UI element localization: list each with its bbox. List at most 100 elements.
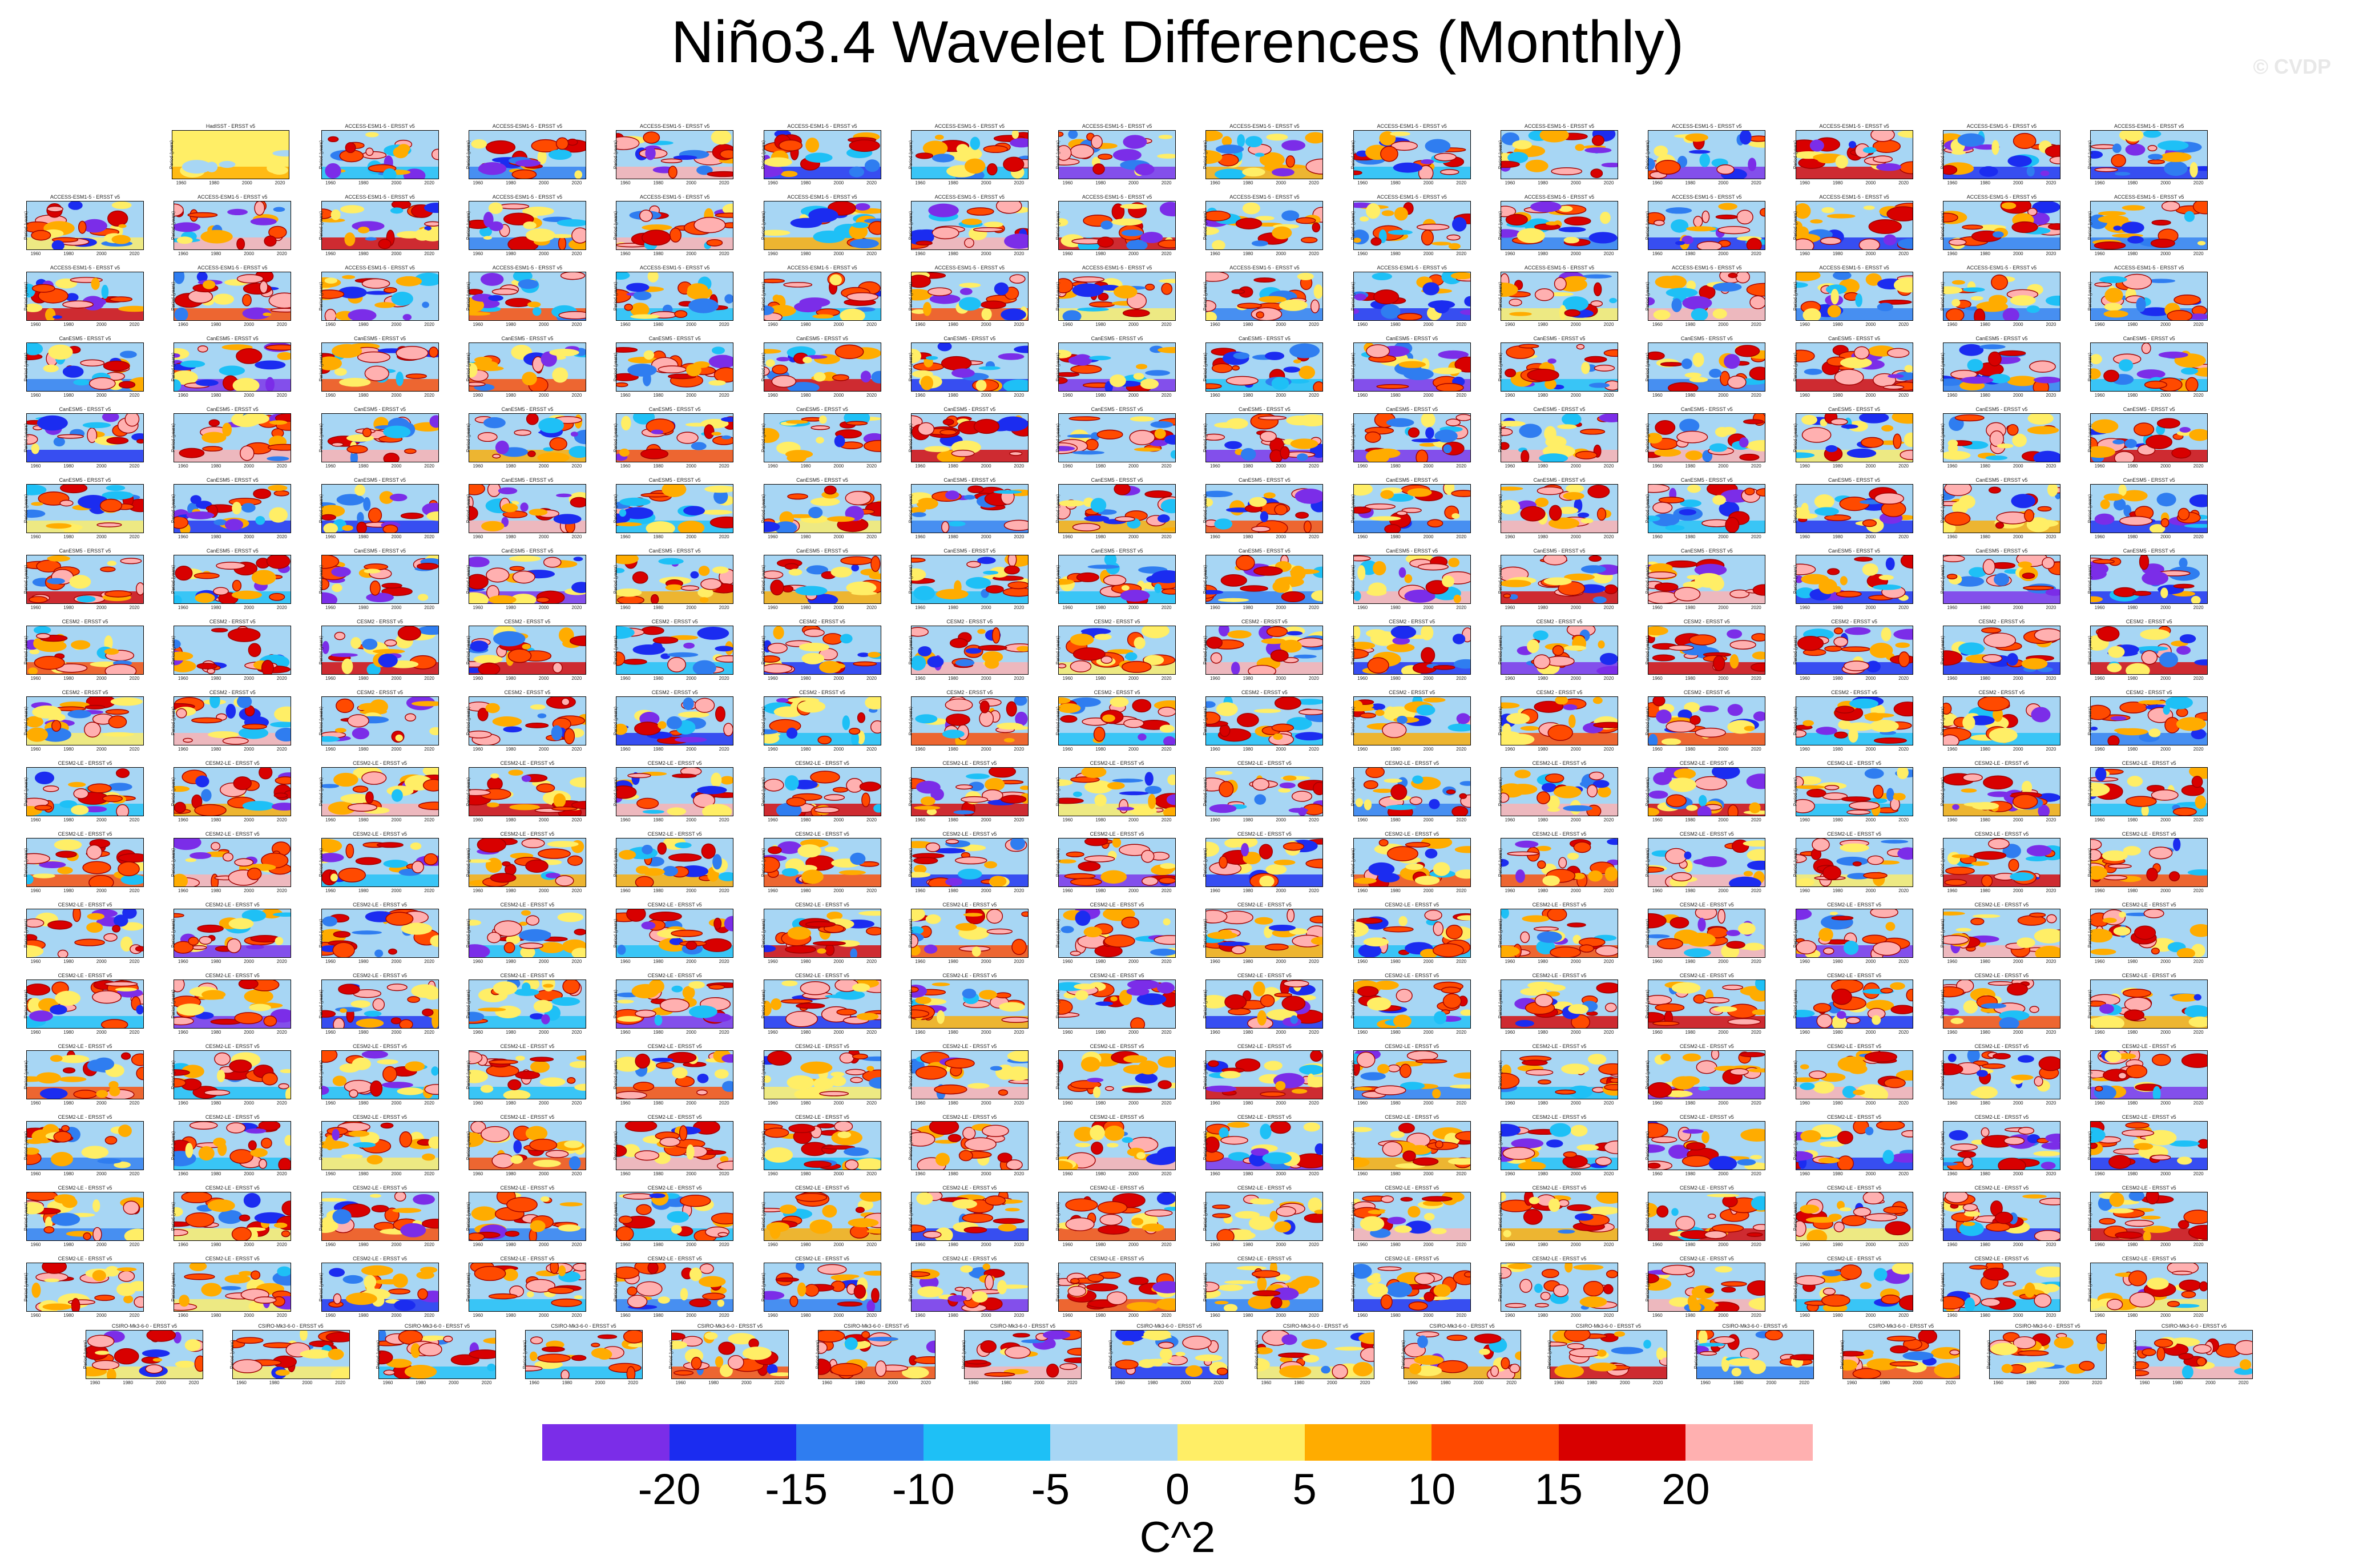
power-contour (330, 209, 341, 220)
power-contour (321, 289, 344, 299)
wavelet-panel: CESM2 - ERSST v5 Period (years) 1960 1980 20… (466, 619, 586, 681)
power-contour (2115, 172, 2131, 176)
wavelet-field (1058, 696, 1176, 745)
panel-ylabel: Period (years) (1203, 352, 1208, 382)
panel-xtick-label: 2020 (1751, 747, 1761, 752)
wavelet-panel: CanESM5 - ERSST v5 Period (years) 1960 1980… (908, 477, 1029, 539)
wavelet-panel: ACCESS-ESM1-5 - ERSST v5 Period (years) 19… (613, 123, 734, 186)
panel-xtick-label: 1960 (473, 322, 483, 327)
panel-xtick-label: 1980 (2127, 747, 2138, 752)
power-contour (508, 769, 523, 776)
wavelet-panel: CanESM5 - ERSST v5 Period (years) 1960 1980… (318, 336, 439, 398)
power-contour (1380, 146, 1398, 162)
power-contour (233, 776, 252, 791)
power-contour (1962, 773, 1983, 782)
power-contour (483, 212, 494, 228)
power-contour (1736, 209, 1754, 225)
power-contour (1989, 728, 2018, 743)
panel-xtick-label: 1980 (653, 534, 664, 539)
power-contour (53, 315, 63, 319)
panel-xtick-label: 2000 (833, 747, 844, 752)
power-contour (985, 585, 1004, 594)
power-contour (1301, 236, 1318, 244)
wavelet-panel: CanESM5 - ERSST v5 Period (years) 1960 1980… (1055, 406, 1176, 469)
panel-title: CESM2 - ERSST v5 (651, 619, 698, 624)
panel-xtick-label: 2000 (981, 463, 991, 469)
power-contour (368, 507, 382, 523)
power-contour (1551, 167, 1583, 176)
panel-xtick-label: 2000 (391, 251, 402, 256)
power-contour (202, 446, 223, 452)
power-contour (949, 638, 968, 648)
panel-ylabel: Period (years) (613, 635, 619, 665)
panel-ylabel: Period (years) (171, 494, 176, 523)
power-contour (1995, 522, 2005, 529)
power-contour (941, 356, 972, 371)
panel-xtick-label: 1980 (1095, 322, 1106, 327)
panel-xticks: 1960 1980 2000 2020 (1205, 534, 1323, 540)
panel-xtick-label: 2000 (1570, 393, 1581, 398)
panel-ylabel: Period (years) (465, 352, 471, 382)
power-contour (1749, 802, 1761, 813)
power-contour (2027, 426, 2059, 434)
panel-xtick-label: 1960 (1062, 463, 1073, 469)
panel-ylabel: Period (years) (1498, 211, 1503, 240)
power-contour (912, 512, 926, 517)
panel-xtick-label: 2000 (1423, 251, 1434, 256)
wavelet-panel: ACCESS-ESM1-5 - ERSST v5 Period (years) 19… (908, 194, 1029, 256)
power-contour (1554, 277, 1567, 291)
power-contour (2012, 433, 2027, 448)
panel-title: ACCESS-ESM1-5 - ERSST v5 (50, 265, 120, 271)
wavelet-panel: ACCESS-ESM1-5 - ERSST v5 Period (years) 19… (2087, 194, 2208, 256)
wavelet-panel: CESM2 - ERSST v5 Period (years) 1960 1980 20… (23, 690, 144, 752)
power-contour (271, 308, 291, 313)
power-contour (916, 780, 941, 794)
panel-ylabel: Period (years) (23, 423, 29, 453)
panel-ylabel: Period (years) (908, 706, 913, 736)
wavelet-field (321, 555, 439, 604)
power-contour (383, 453, 400, 462)
power-contour (981, 308, 992, 320)
panel-ylabel: Period (years) (1792, 565, 1798, 594)
power-contour (1313, 781, 1323, 796)
power-contour (361, 638, 377, 650)
power-contour (1365, 344, 1390, 358)
power-contour (1275, 697, 1302, 710)
panel-xtick-label: 1960 (325, 322, 336, 327)
wavelet-field (1795, 342, 1913, 392)
power-contour (67, 710, 91, 719)
wavelet-panel: CESM2 - ERSST v5 Period (years) 1960 1980 20… (1793, 619, 1913, 681)
power-contour (1699, 795, 1707, 807)
panel-xtick-label: 2020 (571, 747, 582, 752)
panel-xtick-label: 1980 (1538, 747, 1549, 752)
power-contour (118, 381, 136, 389)
panel-xticks: 1960 1980 2000 2020 (321, 251, 439, 257)
panel-ylabel: Period (years) (908, 777, 913, 807)
power-contour (2181, 367, 2199, 375)
panel-xtick-label: 2000 (1718, 605, 1729, 610)
panel-xtick-label: 1980 (506, 180, 516, 186)
power-contour (180, 360, 205, 368)
wavelet-panel: ACCESS-ESM1-5 - ERSST v5 Period (years) 19… (23, 194, 144, 256)
power-contour (850, 564, 859, 572)
panel-title: CanESM5 - ERSST v5 (1533, 548, 1586, 554)
power-contour (501, 503, 518, 513)
power-contour (1693, 216, 1703, 228)
power-contour (43, 364, 59, 373)
power-contour (1384, 524, 1401, 533)
power-contour (2180, 634, 2196, 643)
panel-xtick-label: 1980 (1980, 676, 1990, 681)
panel-xtick-label: 2020 (1751, 322, 1761, 327)
power-contour (1676, 430, 1708, 444)
power-contour (87, 783, 112, 793)
panel-xtick-label: 1960 (325, 747, 336, 752)
panel-ylabel: Period (years) (1350, 777, 1356, 807)
panel-ylabel: Period (years) (908, 565, 913, 594)
panel-title: ACCESS-ESM1-5 - ERSST v5 (345, 123, 415, 129)
panel-xtick-label: 2020 (866, 322, 877, 327)
power-contour (1727, 629, 1743, 639)
panel-title: ACCESS-ESM1-5 - ERSST v5 (1966, 194, 2037, 200)
wavelet-panel: CanESM5 - ERSST v5 Period (years) 1960 1980… (466, 548, 586, 610)
panel-xtick-label: 1960 (620, 393, 631, 398)
wavelet-field (1501, 201, 1618, 250)
